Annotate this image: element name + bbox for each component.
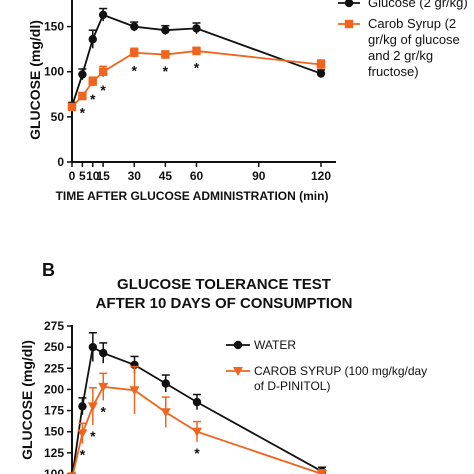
panel-a-legend-1-marker xyxy=(344,19,354,29)
panel-a-x-tick-label: 5 xyxy=(79,169,86,183)
panel-a-x-tick-label: 30 xyxy=(128,169,142,183)
panel-b-y-tick-label: 100 xyxy=(44,467,64,474)
panel-b-series-1-point xyxy=(160,408,171,418)
panel-b-significance-mark: * xyxy=(194,445,200,461)
panel-b: B GLUCOSE TOLERANCE TEST AFTER 10 DAYS O… xyxy=(19,260,427,474)
panel-b-series-0-point xyxy=(161,379,170,388)
panel-b-legend-0-text: WATER xyxy=(254,338,296,352)
panel-b-series-0-point xyxy=(99,348,108,358)
panel-b-significance-mark: * xyxy=(80,447,86,463)
panel-a-series-1-point xyxy=(78,91,87,101)
panel-a-series-0-point xyxy=(98,10,108,20)
panel-b-y-tick-label: 275 xyxy=(44,319,64,333)
panel-b-y-tick-label: 150 xyxy=(44,425,64,439)
panel-a-series-1-point xyxy=(161,50,170,59)
panel-a-series-1-point xyxy=(192,46,201,56)
panel-b-series-0-point xyxy=(192,397,202,407)
panel-b-series-1-point xyxy=(129,386,140,396)
panel-a-legend-1-text: gr/kg of glucose xyxy=(368,32,460,47)
panel-a-x-tick-label: 120 xyxy=(311,169,331,183)
panel-b-y-tick-label: 125 xyxy=(44,446,64,460)
panel-a-x-tick-label: 0 xyxy=(69,169,76,183)
panel-a-legend-0-text: Glucose (2 gr/kg) xyxy=(368,0,468,10)
panel-b-legend-1-text: CAROB SYRUP (100 mg/kg/day xyxy=(254,364,427,378)
panel-a-series-1-point xyxy=(67,102,77,112)
panel-a-significance-mark: * xyxy=(132,62,138,78)
panel-b-series-1-point xyxy=(87,402,98,412)
panel-a-series-0-point xyxy=(88,35,97,44)
panel-b-y-tick-label: 175 xyxy=(44,404,64,418)
panel-a-significance-mark: * xyxy=(80,105,86,121)
panel-a-x-tick-label: 90 xyxy=(252,169,266,183)
panel-b-subtitle: AFTER 10 DAYS OF CONSUMPTION xyxy=(96,295,353,312)
panel-b-legend-0-marker xyxy=(233,340,243,350)
panel-a-y-tick-label: 150 xyxy=(44,20,64,34)
panel-a-x-tick-label: 60 xyxy=(190,169,204,183)
panel-a: GLUCOSE (mg/dl) TIME AFTER GLUCOSE ADMIN… xyxy=(27,0,468,203)
panel-a-series-0-point xyxy=(130,22,139,31)
panel-a-series-0-point xyxy=(316,69,326,78)
panel-a-series-1-point xyxy=(98,67,108,76)
panel-a-x-tick-label: 15 xyxy=(96,169,110,183)
panel-a-series-0-point xyxy=(78,70,87,79)
panel-a-y-tick-label: 100 xyxy=(44,65,64,79)
panel-a-series-0-point xyxy=(161,26,170,35)
panel-b-legend-1-marker xyxy=(233,367,243,376)
panel-a-x-tick-label: 10 xyxy=(86,169,100,183)
panel-a-significance-mark: * xyxy=(163,63,169,79)
panel-a-legend-0-marker xyxy=(344,0,354,8)
panel-a-x-tick-label: 45 xyxy=(159,169,173,183)
panel-b-series-0-line xyxy=(71,345,323,474)
panel-a-legend-1-text: and 2 gr/kg xyxy=(368,48,433,63)
panel-b-significance-mark: * xyxy=(90,428,96,444)
panel-a-series-1-point xyxy=(88,77,97,86)
panel-b-series-0-point xyxy=(78,402,87,411)
panel-a-series-1-point xyxy=(130,48,139,57)
panel-b-series-1-point xyxy=(77,429,88,439)
panel-a-legend-1-text: fructose) xyxy=(368,64,419,79)
panel-a-y-tick-label: 50 xyxy=(51,110,65,124)
panel-b-series-0-point xyxy=(88,342,98,352)
panel-a-y-tick-label: 0 xyxy=(57,155,64,169)
panel-b-significance-mark: * xyxy=(101,403,107,419)
panel-b-y-tick-label: 225 xyxy=(44,361,64,375)
panel-a-x-axis-label: TIME AFTER GLUCOSE ADMINISTRATION (min) xyxy=(56,189,329,203)
panel-b-series-1-point xyxy=(98,382,109,392)
panel-a-significance-mark: * xyxy=(100,82,106,98)
panel-b-series-1-point xyxy=(317,470,327,474)
panel-b-y-axis-label: GLUCOSE (mg/dl) xyxy=(19,340,35,460)
panel-b-y-tick-label: 250 xyxy=(44,340,64,354)
panel-b-y-tick-label: 200 xyxy=(44,382,64,396)
panel-b-series-1-point xyxy=(192,427,202,437)
panel-a-series-0-point xyxy=(192,24,201,33)
panel-a-significance-mark: * xyxy=(90,91,96,107)
panel-b-title: GLUCOSE TOLERANCE TEST xyxy=(117,276,331,293)
panel-b-legend-1-text: of D-PINITOL) xyxy=(254,379,330,393)
panel-b-label: B xyxy=(42,260,55,280)
panel-a-y-axis-label: GLUCOSE (mg/dl) xyxy=(27,20,43,140)
panel-a-series-1-point xyxy=(316,60,326,69)
panel-b-series-1-line xyxy=(72,385,323,474)
panel-a-legend-1-text: Carob Syrup (2 xyxy=(368,16,456,31)
panel-a-significance-mark: * xyxy=(194,60,200,76)
